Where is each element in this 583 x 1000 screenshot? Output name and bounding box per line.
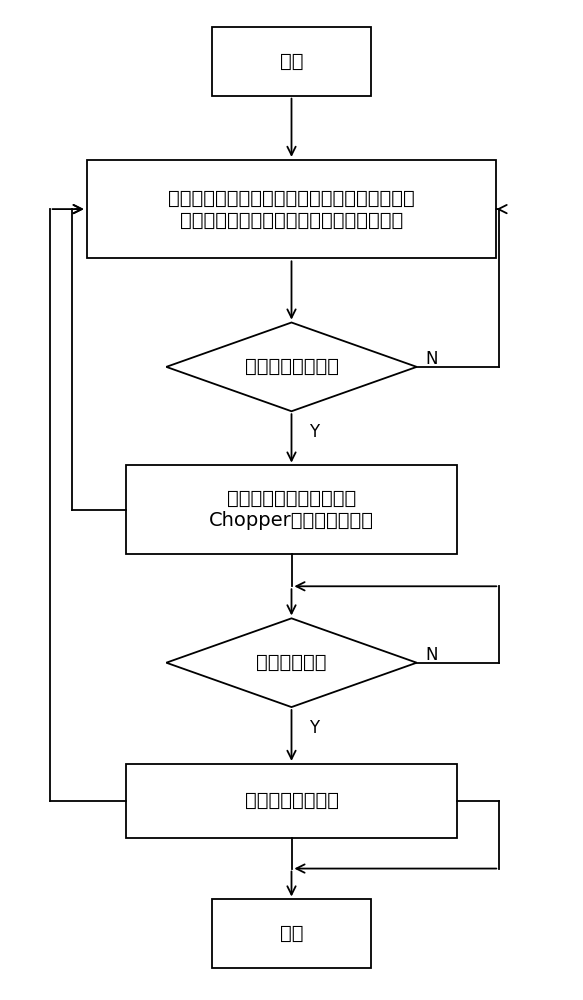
Text: 屏蔽直流电压外环: 屏蔽直流电压外环 (244, 791, 339, 810)
Text: Y: Y (309, 719, 319, 737)
Polygon shape (166, 618, 417, 707)
Polygon shape (166, 322, 417, 411)
Text: 电网电压稳态抬升: 电网电压稳态抬升 (244, 357, 339, 376)
Bar (87, 160, 496, 258)
Bar (212, 27, 371, 96)
Text: Y: Y (309, 423, 319, 441)
Text: N: N (425, 350, 438, 368)
Text: 开始: 开始 (280, 52, 303, 71)
Bar (212, 899, 371, 968)
Text: 电网电压处于正常工况时，通过电流内环和直流
电压外环实现对网侧变流器直流电压的控制: 电网电压处于正常工况时，通过电流内环和直流 电压外环实现对网侧变流器直流电压的控… (168, 189, 415, 230)
Bar (127, 465, 456, 554)
Text: N: N (425, 646, 438, 664)
Bar (127, 764, 456, 838)
Text: 电网暂态变化: 电网暂态变化 (257, 653, 326, 672)
Text: 结束: 结束 (280, 924, 303, 943)
Text: 重新确定直流运行电压和
Chopper组件的工作电压: 重新确定直流运行电压和 Chopper组件的工作电压 (209, 489, 374, 530)
